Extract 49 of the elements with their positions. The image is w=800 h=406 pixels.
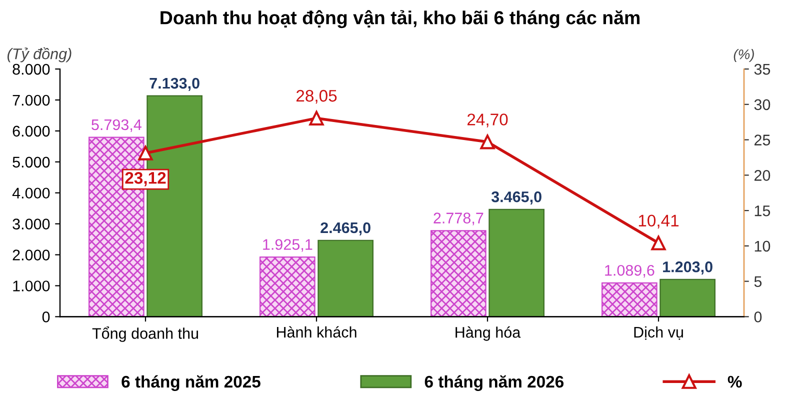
y2-tick-label: 25 (754, 134, 770, 146)
y-tick-label: 2.000 (12, 250, 50, 260)
y2-tick-label: 30 (754, 99, 770, 110)
data-label: 1.925,1 (263, 239, 312, 252)
data-label: 23,12 (125, 172, 166, 186)
point (138, 146, 153, 160)
point (309, 110, 324, 126)
y-tick-label: 1.000 (13, 280, 50, 292)
y-tick-label: 7.000 (12, 94, 50, 106)
x-tick-label: Dịch vụ (634, 326, 683, 340)
data-label: 10,41 (638, 214, 679, 228)
data-label: 5.793,4 (92, 119, 142, 132)
bar (430, 230, 486, 317)
chart-title: Doanh thu hoạt động vận tải, kho bãi 6 tháng các năm (160, 10, 640, 28)
data-label: 2.465,0 (320, 222, 370, 236)
y-tick-label: 0 (42, 312, 50, 322)
point (651, 236, 666, 250)
data-label: 2.778,7 (434, 212, 484, 226)
y-tick-label: 4.000 (12, 188, 50, 199)
data-label: 1.203,0 (663, 261, 712, 274)
y-tick-label: 6.000 (12, 126, 50, 137)
x-tick-label: Hành khách (276, 326, 356, 338)
y-axis-title: (Tỷ đồng) (8, 47, 72, 62)
y2-tick-label: 10 (754, 240, 770, 252)
y-tick-label: 8.000 (12, 64, 50, 75)
legend-label: % (728, 376, 742, 388)
y2-tick-label: 15 (754, 206, 770, 216)
bar (488, 208, 544, 317)
y-tick-label: 3.000 (12, 218, 50, 230)
y2-tick-label: 5 (754, 276, 762, 287)
x-tick-label: Hàng hóa (456, 326, 521, 341)
bar (602, 282, 658, 317)
x-tick-label: Tổng doanh thu (92, 326, 198, 342)
legend-label: 6 tháng năm 2026 (424, 375, 564, 391)
y2-axis-title: (%) (734, 49, 754, 62)
bar (260, 256, 316, 317)
y2-tick-label: 35 (754, 64, 770, 75)
data-label: 7.133,0 (150, 78, 200, 91)
bar (660, 278, 716, 317)
data-label: 28,05 (296, 90, 337, 104)
data-label: 24,70 (467, 114, 508, 128)
bar (318, 240, 374, 317)
y2-tick-label: 20 (754, 170, 770, 181)
legend-label: 6 tháng năm 2025 (122, 375, 260, 391)
data-label: 3.465,0 (491, 191, 542, 204)
y-tick-label: 5.000 (12, 156, 50, 168)
data-label: 1.089,6 (605, 264, 654, 278)
point (480, 134, 495, 150)
y2-tick-label: 0 (754, 312, 762, 322)
